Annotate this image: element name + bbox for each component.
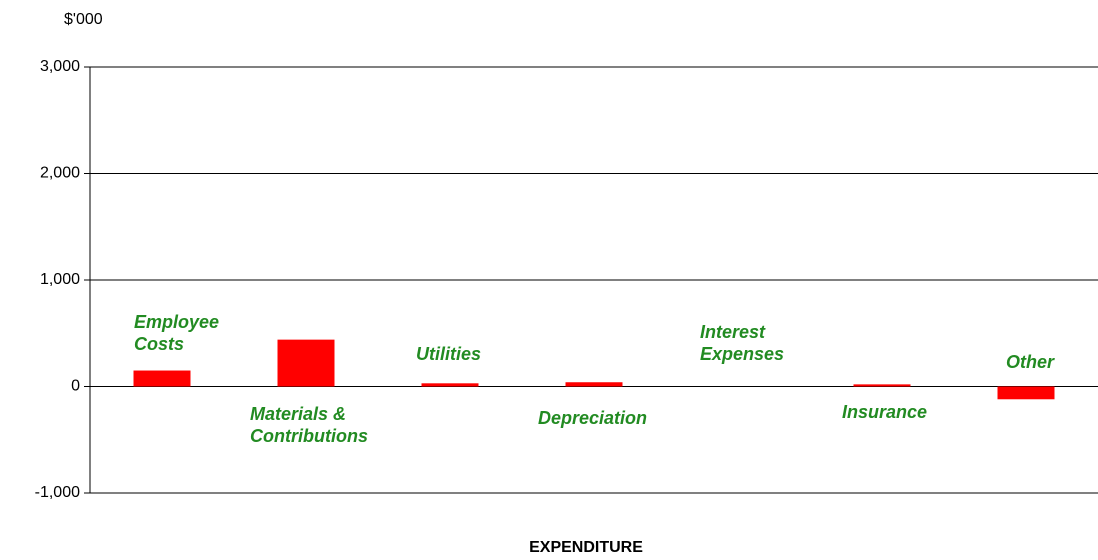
bar	[565, 382, 623, 387]
category-label: Insurance	[842, 402, 928, 422]
category-label: Depreciation	[538, 408, 648, 428]
category-label: Materials & Contributions	[250, 404, 368, 446]
bar	[421, 383, 479, 387]
bar	[997, 386, 1055, 400]
category-label: Interest Expenses	[700, 322, 785, 364]
category-label: Utilities	[416, 344, 482, 364]
y-tick-label: -1,000	[35, 484, 80, 501]
bar	[277, 339, 335, 387]
y-tick-label: 2,000	[40, 165, 80, 182]
x-axis-label: EXPENDITURE	[529, 539, 643, 556]
y-tick-label: 3,000	[40, 58, 80, 75]
bar	[133, 370, 191, 387]
y-axis-label: $'000	[64, 11, 103, 28]
bar	[853, 384, 911, 387]
y-tick-label: 0	[71, 378, 80, 395]
category-label: Other	[1006, 352, 1055, 372]
y-tick-label: 1,000	[40, 271, 80, 288]
category-label: Employee Costs	[134, 312, 220, 354]
